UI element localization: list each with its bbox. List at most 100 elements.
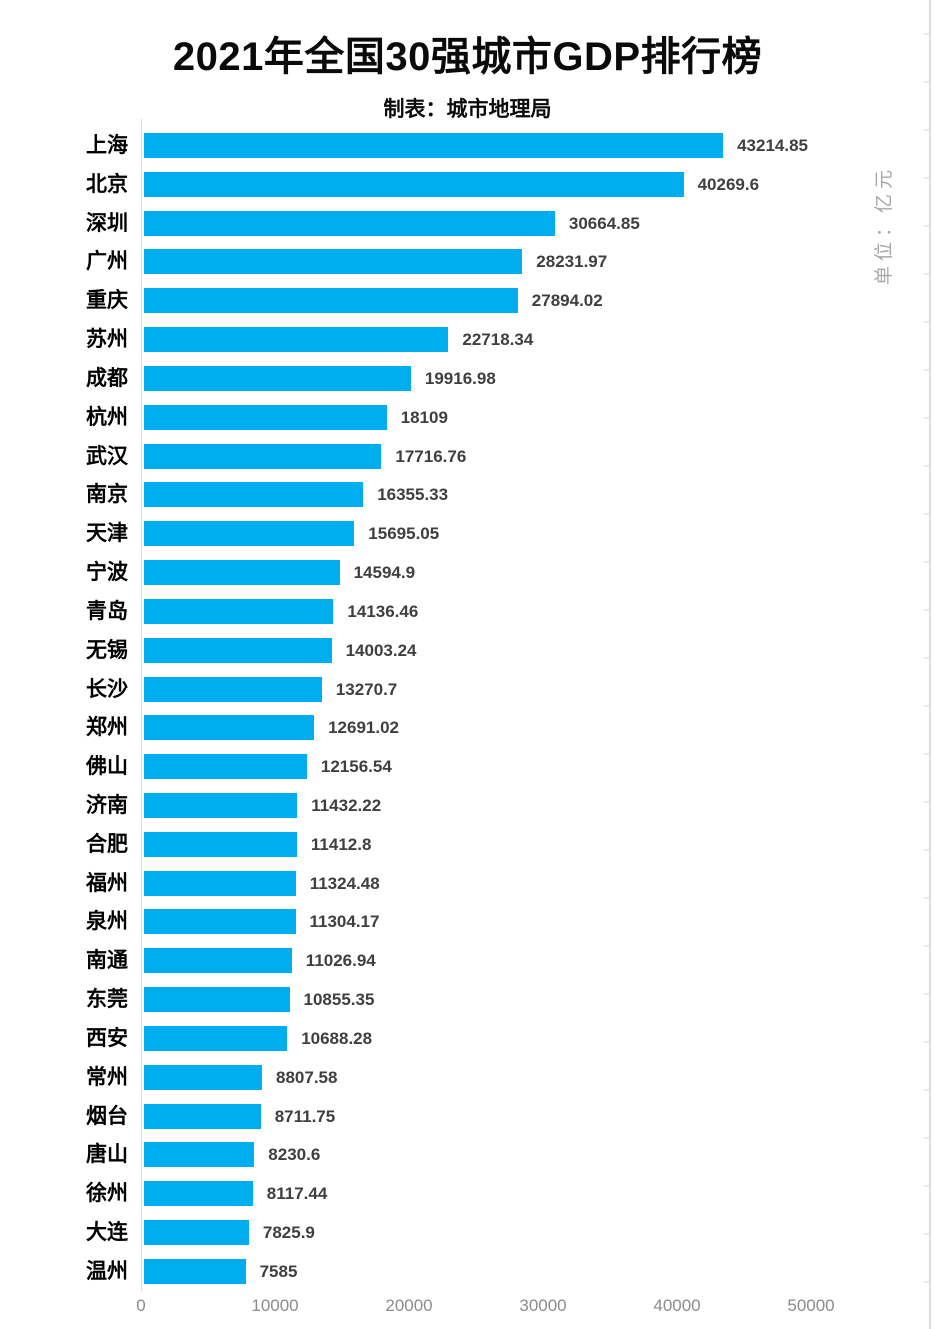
value-label: 22718.34 [462,330,534,350]
gdp-bar [144,560,340,586]
bar-row: 东莞 10855.35 [0,980,935,1019]
gdp-bar [144,443,382,469]
gdp-bar [144,987,290,1013]
bar-row: 上海 43214.85 [0,126,935,165]
y-axis-line [141,119,142,1291]
value-label: 17716.76 [395,446,467,466]
gdp-bar [144,831,297,857]
bar-row: 福州 11324.48 [0,864,935,903]
bar-row: 温州 7585 [0,1252,935,1291]
value-label: 8117.44 [266,1184,328,1204]
value-label: 40269.6 [697,174,760,194]
gdp-bar [144,676,322,702]
x-axis-tick-label: 20000 [385,1296,433,1315]
gdp-bar [144,1142,255,1168]
value-label: 7825.9 [262,1223,315,1243]
city-label: 武汉 [86,444,128,468]
x-axis-tick-label: 30000 [519,1296,567,1315]
bar-row: 常州 8807.58 [0,1058,935,1097]
value-label: 43214.85 [737,135,808,155]
city-label: 泉州 [86,910,128,934]
city-label: 无锡 [86,638,128,662]
city-label: 宁波 [86,561,128,585]
gdp-bar [144,909,296,935]
gdp-bar [144,404,387,430]
gdp-bar [144,792,298,818]
city-label: 南通 [86,949,128,973]
gdp-bar [144,288,518,314]
value-label: 14594.9 [353,563,416,583]
value-label: 7585 [259,1261,298,1281]
gdp-bar [144,754,307,780]
city-label: 深圳 [86,211,128,235]
bar-row: 佛山 12156.54 [0,747,935,786]
city-label: 济南 [86,793,128,817]
value-label: 11324.48 [309,873,380,893]
bar-rows: 上海 43214.85 北京 40269.6 深圳 30664.85 广州 28231.97 重… [0,126,935,1291]
x-axis-labels: 0 10000 20000 30000 40000 50000 [0,1296,935,1320]
city-label: 青岛 [86,599,128,623]
bar-row: 泉州 11304.17 [0,903,935,942]
value-label: 30664.85 [568,213,640,233]
city-label: 温州 [86,1259,128,1283]
city-label: 烟台 [86,1104,128,1128]
bar-row: 青岛 14136.46 [0,592,935,631]
city-label: 南京 [86,483,128,507]
city-label: 苏州 [86,328,128,352]
gdp-bar [144,482,364,508]
value-label: 10688.28 [301,1028,373,1048]
value-label: 27894.02 [531,291,603,311]
gdp-bar [144,210,555,236]
gdp-bar [144,327,449,353]
bar-row: 长沙 13270.7 [0,670,935,709]
bar-row: 宁波 14594.9 [0,553,935,592]
value-label: 10855.35 [303,990,375,1010]
bar-row: 南通 11026.94 [0,941,935,980]
x-axis-tick-label: 50000 [787,1296,835,1315]
gdp-bar [144,132,724,158]
gdp-bar [144,521,355,547]
city-label: 长沙 [86,677,128,701]
gdp-bar [144,1064,262,1090]
bar-row: 北京 40269.6 [0,165,935,204]
city-label: 唐山 [86,1143,128,1167]
gdp-bar [144,1258,246,1284]
bar-row: 烟台 8711.75 [0,1097,935,1136]
city-label: 大连 [86,1221,128,1245]
city-label: 合肥 [86,832,128,856]
value-label: 11026.94 [305,951,376,971]
bar-row: 广州 28231.97 [0,242,935,281]
gdp-bar [144,598,334,624]
value-label: 14003.24 [345,640,417,660]
bar-row: 无锡 14003.24 [0,631,935,670]
value-label: 15695.05 [368,524,440,544]
x-axis-tick-label: 10000 [251,1296,299,1315]
value-label: 18109 [400,407,448,427]
x-axis-tick-label: 0 [136,1296,146,1315]
value-label: 11304.17 [309,912,380,932]
bar-row: 武汉 17716.76 [0,437,935,476]
city-label: 东莞 [86,988,128,1012]
city-label: 天津 [86,522,128,546]
gdp-bar [144,870,296,896]
bar-row: 大连 7825.9 [0,1213,935,1252]
value-label: 12156.54 [320,757,392,777]
value-label: 19916.98 [424,368,496,388]
bar-row: 杭州 18109 [0,398,935,437]
bar-row: 成都 19916.98 [0,359,935,398]
city-label: 西安 [86,1026,128,1050]
gdp-bar [144,1181,253,1207]
value-label: 12691.02 [328,718,399,738]
bar-row: 苏州 22718.34 [0,320,935,359]
city-label: 北京 [86,172,128,196]
chart-title: 2021年全国30强城市GDP排行榜 [172,35,763,79]
gridline-ticks [924,0,929,1329]
gdp-bar [144,171,684,197]
bar-row: 深圳 30664.85 [0,204,935,243]
city-label: 福州 [86,871,128,895]
gdp-bar [144,1220,249,1246]
bar-row: 西安 10688.28 [0,1019,935,1058]
chart-subtitle: 制表：城市地理局 [383,98,552,121]
gdp-bar [144,948,292,974]
